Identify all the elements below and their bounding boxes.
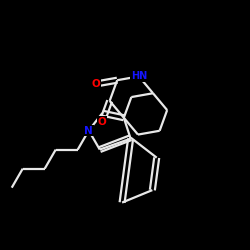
Text: N: N	[84, 126, 93, 136]
Text: HN: HN	[131, 72, 147, 82]
Text: O: O	[91, 79, 100, 89]
Text: O: O	[98, 116, 106, 126]
